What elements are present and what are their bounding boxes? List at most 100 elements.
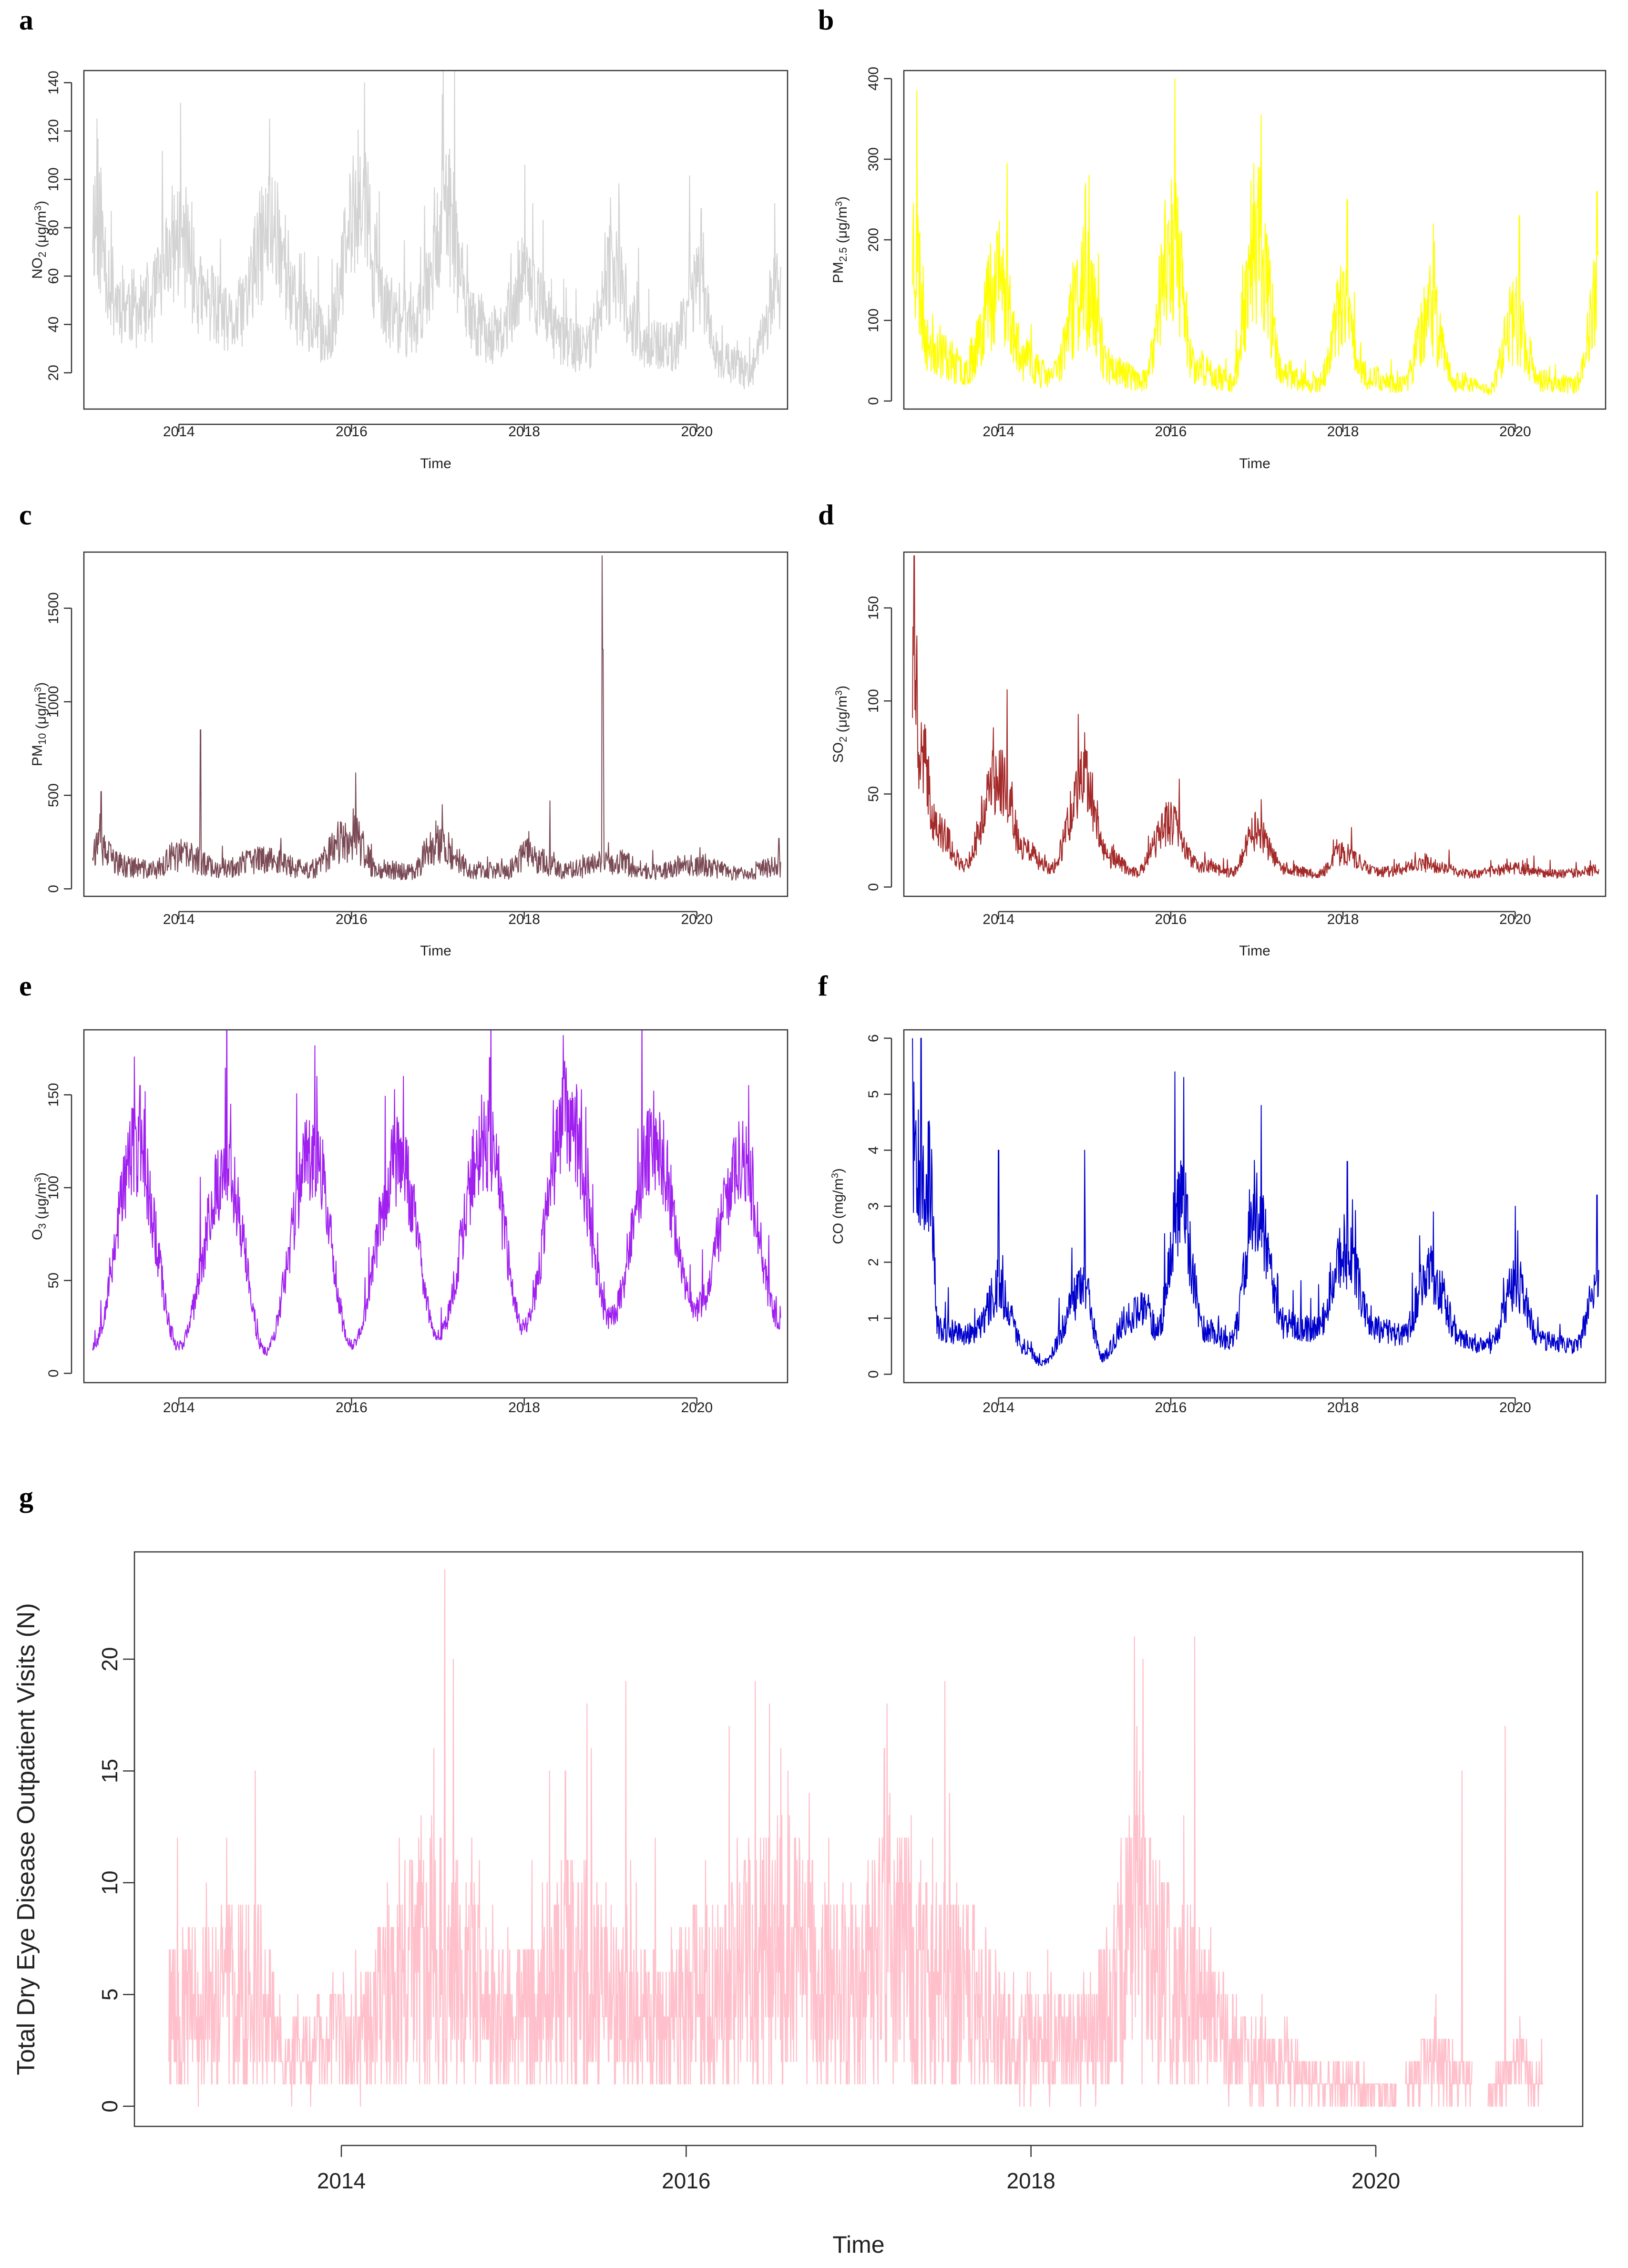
x-axis-c: 2014 2016 2018 2020 Time <box>163 911 713 959</box>
y-title-sub-e: 3 <box>36 1223 48 1229</box>
x-tick-label-a-3: 2020 <box>681 424 713 440</box>
x-tick-label-d-2: 2018 <box>1327 912 1359 927</box>
panel-label-a: a <box>19 4 33 36</box>
panel-label-b: b <box>818 4 834 36</box>
x-axis-title-c: Time <box>420 943 451 959</box>
x-tick-label-b-2: 2018 <box>1327 424 1359 440</box>
y-tick-label-g-3: 15 <box>97 1759 122 1783</box>
panel-label-g: g <box>19 1481 33 1513</box>
y-axis-title-d: SO2 (μg/m3) <box>830 686 850 763</box>
y-title-sub-c: 10 <box>36 733 48 745</box>
panel-d: d 2014 2016 2018 2020 Time 0 50 100 150 SO2 (μg/m3… <box>818 499 1607 959</box>
y-tick-label-g-1: 5 <box>97 1989 122 2001</box>
y-title-close-f: ) <box>830 1168 846 1173</box>
y-axis-title-b: PM2.5 (μg/m3) <box>830 196 850 283</box>
x-tick-label-c-1: 2016 <box>336 912 368 927</box>
y-tick-label-b-4: 400 <box>866 67 881 91</box>
x-tick-label-f-0: 2014 <box>983 1400 1014 1416</box>
y-tick-label-e-2: 100 <box>46 1176 61 1200</box>
x-tick-label-g-2: 2018 <box>1006 2168 1055 2193</box>
y-tick-label-e-3: 150 <box>46 1083 61 1107</box>
y-tick-label-f-1: 1 <box>866 1314 881 1323</box>
y-tick-label-g-4: 20 <box>97 1647 122 1671</box>
y-axis-b: 0 100 200 300 400 PM2.5 (μg/m3) <box>830 67 892 405</box>
panel-b: b 2014 2016 2018 2020 Time 0 100 200 300 400 PM2.5 … <box>818 4 1607 472</box>
series-line-e-0 <box>92 1030 781 1356</box>
y-title-close-b: ) <box>834 196 850 201</box>
y-tick-label-f-4: 4 <box>866 1146 881 1154</box>
x-axis-g: 2014 2016 2018 2020 Time <box>317 2145 1400 2258</box>
y-tick-label-a-5: 120 <box>46 119 61 143</box>
x-tick-label-c-0: 2014 <box>163 912 195 927</box>
plot-frame-c <box>83 551 788 897</box>
series-line-a-0 <box>92 71 781 390</box>
x-tick-label-f-2: 2018 <box>1327 1400 1359 1416</box>
y-tick-label-f-3: 3 <box>866 1202 881 1211</box>
y-tick-label-d-3: 150 <box>866 596 881 620</box>
y-axis-c: 0 500 1000 1500 PM10 (μg/m3) <box>30 592 72 893</box>
y-title-unit-d: (μg/m <box>834 696 850 737</box>
y-title-close-d: ) <box>834 686 850 690</box>
series-line-g-0 <box>168 1569 1543 2107</box>
y-title-unit-a: (μg/m <box>33 211 49 252</box>
y-axis-a: 20 40 60 80 100 120 140 NO2 (μg/m3) <box>30 71 72 381</box>
y-title-sub-a: 2 <box>36 252 48 257</box>
y-tick-label-e-0: 0 <box>46 1369 61 1377</box>
y-tick-label-a-2: 60 <box>46 268 61 284</box>
x-tick-label-d-1: 2016 <box>1155 912 1187 927</box>
x-tick-label-e-0: 2014 <box>163 1400 195 1416</box>
series-line-d-0 <box>912 555 1599 879</box>
y-tick-label-c-0: 0 <box>46 885 61 893</box>
y-title-sup-f: 3 <box>830 1173 840 1178</box>
x-tick-label-a-2: 2018 <box>508 424 540 440</box>
y-tick-label-b-1: 100 <box>866 308 881 332</box>
y-tick-label-f-2: 2 <box>866 1258 881 1266</box>
x-tick-label-g-0: 2014 <box>317 2168 366 2193</box>
y-title-sub-d: 2 <box>837 737 849 742</box>
y-axis-title-f: CO (mg/m3) <box>830 1168 846 1244</box>
y-title-unit-c: (μg/m <box>33 692 49 733</box>
x-tick-label-d-0: 2014 <box>983 912 1014 927</box>
y-axis-title-a: NO2 (μg/m3) <box>30 201 49 279</box>
panel-label-f: f <box>818 970 828 1002</box>
x-tick-label-a-0: 2014 <box>163 424 195 440</box>
x-tick-label-f-3: 2020 <box>1499 1400 1531 1416</box>
y-title-sup-c: 3 <box>33 687 43 692</box>
y-tick-label-a-0: 20 <box>46 365 61 380</box>
panel-g: g 2014 2016 2018 2020 Time 0 5 10 15 20 Total Dry E… <box>12 1481 1584 2258</box>
y-title-close-a: ) <box>33 201 49 205</box>
x-tick-label-b-3: 2020 <box>1499 424 1531 440</box>
y-title-sup-a: 3 <box>33 205 43 211</box>
y-title-unit-b: (μg/m <box>834 206 850 247</box>
series-line-b-0 <box>912 78 1599 396</box>
y-axis-g: 0 5 10 15 20 Total Dry Eye Disease Outpatient… <box>12 1603 135 2113</box>
series-line-f-0 <box>912 1037 1599 1366</box>
panel-label-d: d <box>818 499 834 531</box>
x-tick-label-d-3: 2020 <box>1499 912 1531 927</box>
y-title-main-f: CO <box>830 1223 846 1244</box>
y-tick-label-a-3: 80 <box>46 220 61 236</box>
plot-frame-f <box>903 1029 1607 1384</box>
x-tick-label-g-3: 2020 <box>1352 2168 1400 2193</box>
x-tick-label-f-1: 2016 <box>1155 1400 1187 1416</box>
y-title-main-c: PM <box>30 745 45 766</box>
y-title-main-a: NO <box>30 257 45 279</box>
x-axis-e: 2014 2016 2018 2020 <box>163 1397 713 1416</box>
x-axis-title-b: Time <box>1239 456 1270 472</box>
y-title-unit-e: (μg/m <box>33 1182 49 1223</box>
y-axis-title-g: Total Dry Eye Disease Outpatient Visits … <box>12 1603 40 2075</box>
y-tick-label-b-0: 0 <box>866 397 881 405</box>
plot-frame-e <box>83 1029 788 1384</box>
plot-frame-a <box>83 70 788 410</box>
x-tick-label-e-2: 2018 <box>508 1400 540 1416</box>
y-title-close-e: ) <box>33 1172 49 1177</box>
y-tick-label-c-1: 500 <box>46 783 61 807</box>
y-tick-label-d-1: 50 <box>866 786 881 802</box>
y-tick-label-b-3: 300 <box>866 147 881 171</box>
y-axis-title-c: PM10 (μg/m3) <box>30 682 49 766</box>
x-tick-label-e-1: 2016 <box>336 1400 368 1416</box>
